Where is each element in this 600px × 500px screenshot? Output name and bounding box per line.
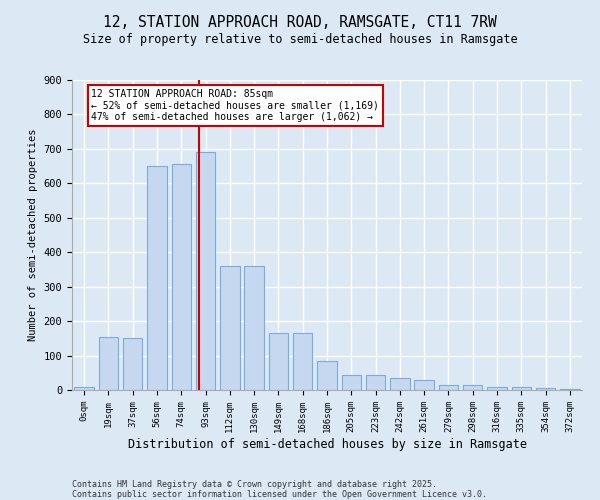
Bar [439,385,458,390]
Bar [293,333,313,390]
Bar [172,164,191,390]
Text: Contains HM Land Registry data © Crown copyright and database right 2025.: Contains HM Land Registry data © Crown c… [72,480,437,489]
Bar [341,374,361,390]
X-axis label: Distribution of semi-detached houses by size in Ramsgate: Distribution of semi-detached houses by … [128,438,527,450]
Bar [244,266,264,390]
Bar [415,380,434,390]
Bar [269,333,288,390]
Bar [123,338,142,390]
Text: Contains public sector information licensed under the Open Government Licence v3: Contains public sector information licen… [72,490,487,499]
Bar [74,386,94,390]
Bar [487,386,507,390]
Bar [512,386,531,390]
Text: Size of property relative to semi-detached houses in Ramsgate: Size of property relative to semi-detach… [83,32,517,46]
Bar [390,378,410,390]
Text: 12 STATION APPROACH ROAD: 85sqm
← 52% of semi-detached houses are smaller (1,169: 12 STATION APPROACH ROAD: 85sqm ← 52% of… [91,88,379,122]
Bar [196,152,215,390]
Bar [366,374,385,390]
Bar [317,360,337,390]
Y-axis label: Number of semi-detached properties: Number of semi-detached properties [28,128,38,341]
Bar [99,336,118,390]
Text: 12, STATION APPROACH ROAD, RAMSGATE, CT11 7RW: 12, STATION APPROACH ROAD, RAMSGATE, CT1… [103,15,497,30]
Bar [463,385,482,390]
Bar [220,266,239,390]
Bar [147,166,167,390]
Bar [536,388,555,390]
